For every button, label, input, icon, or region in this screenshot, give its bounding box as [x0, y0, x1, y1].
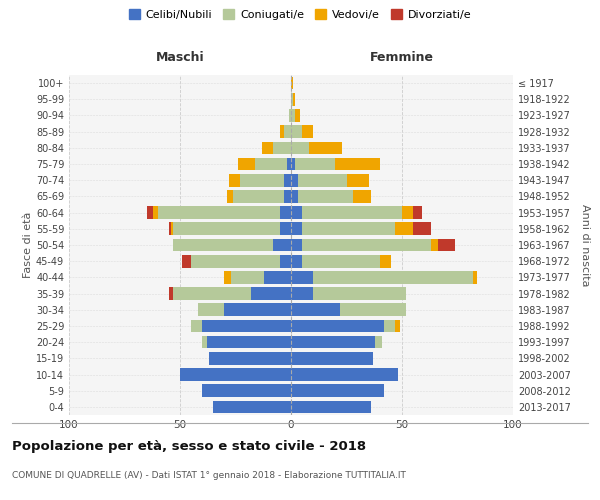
Bar [287, 158, 291, 170]
Bar [291, 255, 302, 268]
Bar [171, 222, 173, 235]
Bar [206, 336, 291, 348]
Bar [229, 174, 240, 186]
Bar [384, 320, 395, 332]
Bar [437, 238, 455, 252]
Bar [395, 320, 400, 332]
Y-axis label: Anni di nascita: Anni di nascita [580, 204, 590, 286]
Bar [180, 368, 291, 381]
Bar [347, 174, 368, 186]
Bar [198, 304, 224, 316]
Bar [309, 142, 342, 154]
Bar [291, 271, 313, 283]
Bar [280, 206, 291, 219]
Bar [284, 174, 291, 186]
Bar [335, 158, 380, 170]
Bar [209, 352, 291, 364]
Bar [173, 288, 251, 300]
Bar [262, 142, 273, 154]
Bar [291, 190, 298, 202]
Bar [291, 222, 302, 235]
Bar [295, 158, 335, 170]
Bar [413, 206, 422, 219]
Bar [302, 126, 313, 138]
Bar [273, 238, 291, 252]
Bar [191, 255, 280, 268]
Bar [240, 174, 284, 186]
Bar [169, 222, 171, 235]
Bar [291, 142, 309, 154]
Bar [340, 304, 406, 316]
Bar [169, 288, 173, 300]
Bar [291, 352, 373, 364]
Bar [214, 400, 291, 413]
Bar [233, 190, 284, 202]
Bar [202, 384, 291, 397]
Bar [313, 288, 406, 300]
Bar [293, 93, 295, 106]
Bar [473, 271, 478, 283]
Bar [182, 255, 191, 268]
Bar [291, 320, 384, 332]
Bar [251, 288, 291, 300]
Bar [295, 109, 300, 122]
Bar [302, 222, 395, 235]
Bar [291, 158, 295, 170]
Bar [280, 255, 291, 268]
Bar [302, 255, 380, 268]
Bar [302, 206, 402, 219]
Legend: Celibi/Nubili, Coniugati/e, Vedovi/e, Divorziati/e: Celibi/Nubili, Coniugati/e, Vedovi/e, Di… [125, 6, 475, 23]
Bar [265, 271, 291, 283]
Bar [158, 206, 280, 219]
Bar [298, 174, 347, 186]
Bar [291, 288, 313, 300]
Bar [284, 126, 291, 138]
Bar [291, 206, 302, 219]
Bar [289, 109, 291, 122]
Bar [313, 271, 473, 283]
Bar [291, 238, 302, 252]
Bar [280, 126, 284, 138]
Bar [402, 206, 413, 219]
Bar [202, 336, 206, 348]
Bar [291, 384, 384, 397]
Bar [291, 174, 298, 186]
Text: Femmine: Femmine [370, 50, 434, 64]
Bar [280, 222, 291, 235]
Bar [224, 304, 291, 316]
Bar [291, 93, 293, 106]
Y-axis label: Fasce di età: Fasce di età [23, 212, 33, 278]
Bar [173, 222, 280, 235]
Bar [291, 109, 295, 122]
Bar [413, 222, 431, 235]
Bar [298, 190, 353, 202]
Text: Maschi: Maschi [155, 50, 205, 64]
Bar [202, 320, 291, 332]
Bar [224, 271, 231, 283]
Bar [146, 206, 154, 219]
Bar [284, 190, 291, 202]
Bar [291, 400, 371, 413]
Bar [231, 271, 265, 283]
Bar [291, 126, 302, 138]
Bar [353, 190, 371, 202]
Text: COMUNE DI QUADRELLE (AV) - Dati ISTAT 1° gennaio 2018 - Elaborazione TUTTITALIA.: COMUNE DI QUADRELLE (AV) - Dati ISTAT 1°… [12, 470, 406, 480]
Bar [380, 255, 391, 268]
Bar [302, 238, 431, 252]
Bar [291, 304, 340, 316]
Bar [291, 368, 398, 381]
Bar [431, 238, 437, 252]
Text: Popolazione per età, sesso e stato civile - 2018: Popolazione per età, sesso e stato civil… [12, 440, 366, 453]
Bar [173, 238, 273, 252]
Bar [376, 336, 382, 348]
Bar [291, 336, 376, 348]
Bar [191, 320, 202, 332]
Bar [291, 77, 293, 90]
Bar [273, 142, 291, 154]
Bar [256, 158, 287, 170]
Bar [154, 206, 158, 219]
Bar [238, 158, 256, 170]
Bar [395, 222, 413, 235]
Bar [227, 190, 233, 202]
